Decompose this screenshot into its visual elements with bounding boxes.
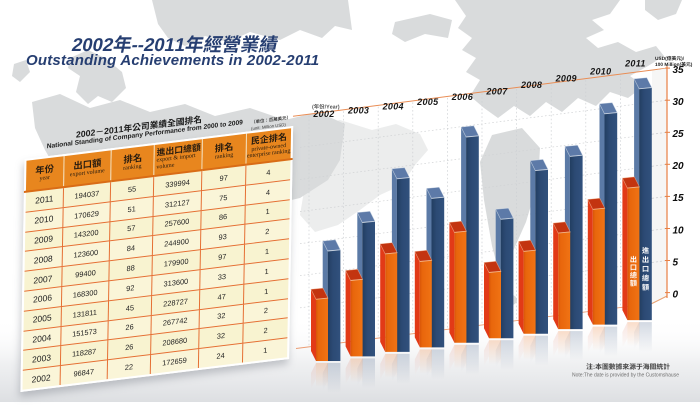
svg-text:2003: 2003 bbox=[347, 106, 369, 116]
svg-text:2006: 2006 bbox=[451, 92, 474, 102]
svg-text:2010: 2010 bbox=[589, 66, 611, 76]
svg-text:35: 35 bbox=[673, 65, 685, 76]
svg-text:Note:The date is provided by t: Note:The date is provided by the Customs… bbox=[572, 373, 679, 379]
svg-text:2002: 2002 bbox=[312, 109, 334, 119]
svg-text:5: 5 bbox=[673, 257, 679, 268]
svg-text:0: 0 bbox=[673, 289, 679, 300]
svg-text:2009: 2009 bbox=[555, 74, 577, 84]
svg-text:2007: 2007 bbox=[485, 86, 508, 96]
svg-text:2005: 2005 bbox=[416, 97, 439, 107]
svg-text:30: 30 bbox=[673, 97, 685, 108]
svg-text:2008: 2008 bbox=[520, 80, 542, 90]
svg-text:10: 10 bbox=[673, 225, 685, 236]
svg-text:20: 20 bbox=[672, 161, 685, 172]
svg-text:25: 25 bbox=[672, 129, 685, 140]
svg-text:2011: 2011 bbox=[624, 59, 646, 69]
svg-text:2004: 2004 bbox=[382, 102, 404, 112]
svg-text:15: 15 bbox=[673, 193, 685, 204]
